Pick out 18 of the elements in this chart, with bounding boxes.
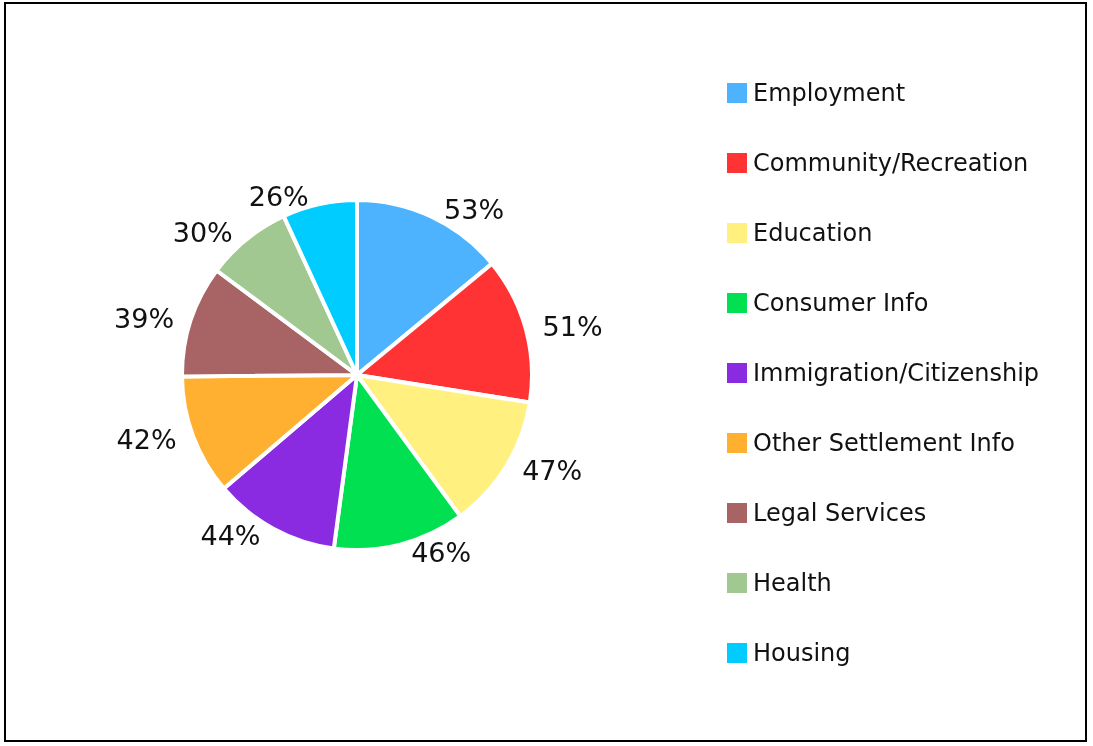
legend-label: Other Settlement Info — [753, 429, 1015, 457]
data-label: 44% — [200, 520, 261, 552]
data-label: 26% — [248, 180, 309, 212]
data-label: 42% — [116, 423, 177, 455]
legend-label: Community/Recreation — [753, 149, 1029, 177]
data-label: 46% — [411, 536, 472, 568]
legend-label: Health — [753, 569, 832, 597]
legend-label: Employment — [753, 79, 906, 107]
legend-label: Legal Services — [753, 499, 927, 527]
data-label: 47% — [522, 454, 583, 486]
legend-label: Housing — [753, 639, 851, 667]
legend-label: Immigration/Citizenship — [753, 359, 1040, 387]
data-label: 30% — [172, 217, 233, 249]
data-label: 51% — [542, 311, 603, 343]
data-label: 39% — [114, 302, 175, 334]
legend-label: Consumer Info — [753, 289, 929, 317]
data-label: 53% — [444, 193, 505, 225]
legend-label: Education — [753, 219, 873, 247]
